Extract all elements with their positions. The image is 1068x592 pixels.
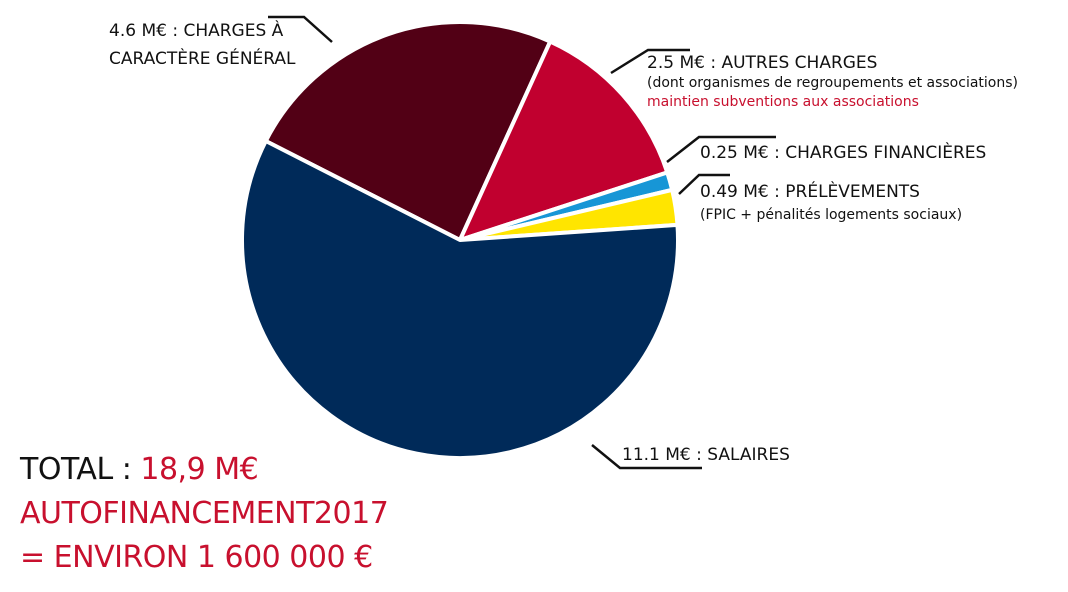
leader-line-charges-generales [268,15,333,43]
label-prelevements-line2: (FPIC + pénalités logements sociaux) [700,207,962,223]
label-autres-charges-note: maintien subventions aux associations [647,94,919,110]
label-prelevements-line1: 0.49 M€ : PRÉLÈVEMENTS [700,180,920,202]
total-line: TOTAL : 18,9 M€ [20,448,388,492]
autofinancement-label: AUTOFINANCEMENT2017 [20,496,389,531]
autofinancement-value: = ENVIRON 1 600 000 € [20,540,373,575]
leader-line-charges-financieres [666,135,776,163]
leader-line-salaires [591,444,702,470]
total-label: TOTAL : [20,452,141,487]
pie-slice-autres-charges [458,39,670,242]
pie-slice-salaires [240,139,680,460]
total-value: 18,9 M€ [140,452,259,487]
label-salaires: 11.1 M€ : SALAIRES [622,445,790,465]
summary-block: TOTAL : 18,9 M€ AUTOFINANCEMENT2017 = EN… [20,448,389,580]
pie-slices [240,20,680,460]
label-autres-charges-line1: 2.5 M€ : AUTRES CHARGES [647,53,877,73]
label-charges-financieres: 0.25 M€ : CHARGES FINANCIÈRES [700,141,986,163]
leader-line-autres-charges [610,48,690,75]
leader-line-prelevements [678,173,730,195]
label-charges-generales-line2: CARACTÈRE GÉNÉRAL [109,47,296,69]
label-autres-charges-line2: (dont organismes de regroupements et ass… [647,75,1018,91]
pie-slice-charges-a-caractere-general [263,20,553,242]
label-charges-generales-line1: 4.6 M€ : CHARGES À [109,19,284,41]
